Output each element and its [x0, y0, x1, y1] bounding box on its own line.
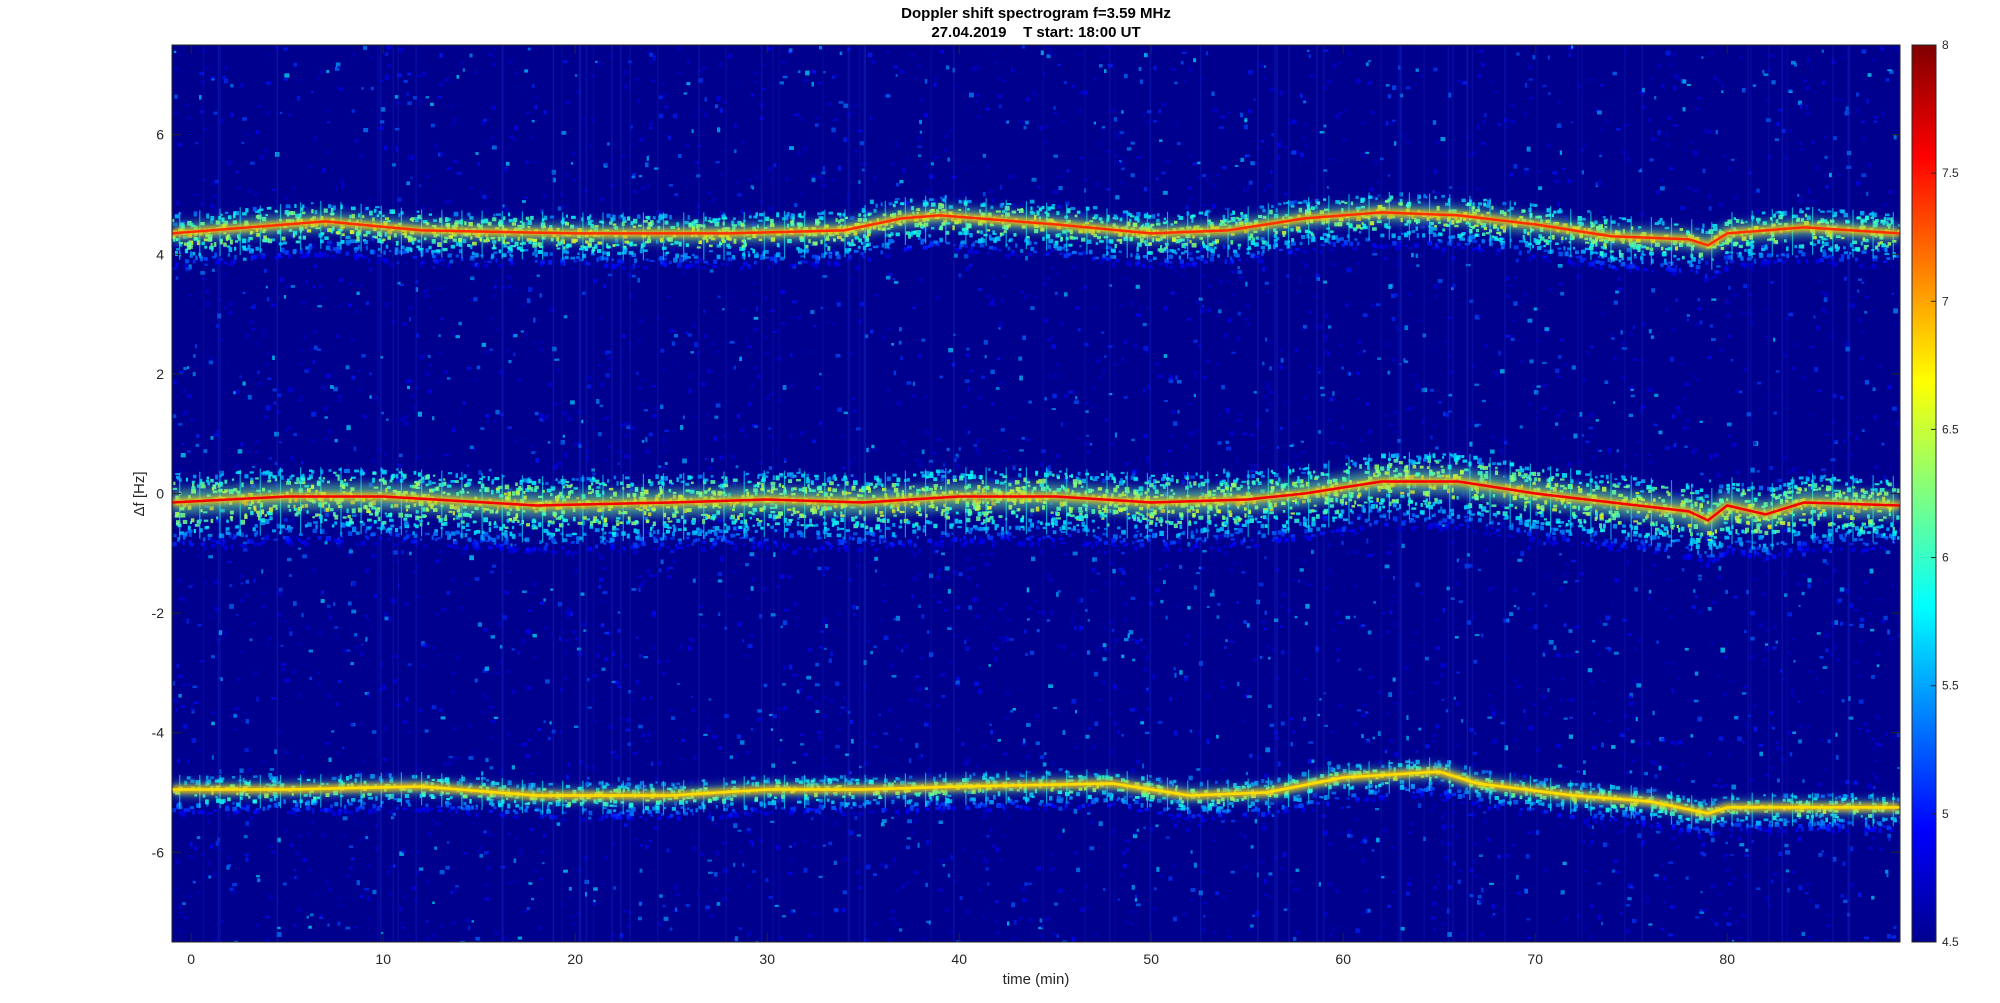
x-tick-label: 70: [1527, 951, 1543, 967]
y-tick-label: -6: [152, 844, 165, 860]
x-tick-label: 0: [187, 951, 195, 967]
colorbar-tick-label: 7: [1942, 294, 1949, 308]
y-axis: -6 -4 -2 0 2 4 6: [152, 127, 1900, 860]
colorbar-tick-label: 4.5: [1942, 935, 1959, 949]
x-axis: 0 10 20 30 40 50 60 70 80: [187, 45, 1735, 967]
x-tick-label: 80: [1719, 951, 1735, 967]
x-tick-label: 50: [1143, 951, 1159, 967]
x-tick-label: 40: [951, 951, 967, 967]
y-tick-label: 6: [156, 127, 164, 143]
colorbar-tick-label: 5: [1942, 807, 1949, 821]
colorbar-tick-label: 7.5: [1942, 166, 1959, 180]
trace-1: [172, 191, 1900, 282]
x-axis-label: time (min): [1003, 971, 1070, 988]
colorbar-tick-label: 8: [1942, 38, 1949, 52]
x-tick-label: 10: [375, 951, 391, 967]
colorbar: [1911, 44, 1937, 943]
spectrogram-traces: [172, 191, 1900, 839]
x-tick-label: 30: [759, 951, 775, 967]
colorbar-tick-label: 6: [1942, 551, 1949, 565]
trace-2: [172, 452, 1900, 568]
chart-subtitle: 27.04.2019 T start: 18:00 UT: [931, 24, 1140, 41]
colorbar-ticks: 4.5 5 5.5 6 6.5 7 7.5 8: [1931, 38, 1959, 949]
chart-title: Doppler shift spectrogram f=3.59 MHz: [901, 5, 1171, 22]
y-tick-label: 4: [156, 246, 164, 262]
colorbar-tick-label: 5.5: [1942, 679, 1959, 693]
x-tick-label: 60: [1335, 951, 1351, 967]
y-tick-label: -2: [152, 605, 165, 621]
trace-3: [172, 757, 1900, 839]
y-axis-label: Δf [Hz]: [131, 471, 148, 516]
x-tick-label: 20: [567, 951, 583, 967]
y-tick-label: 2: [156, 366, 164, 382]
y-tick-label: 0: [156, 486, 164, 502]
colorbar-tick-label: 6.5: [1942, 422, 1959, 436]
y-tick-label: -4: [152, 725, 165, 741]
